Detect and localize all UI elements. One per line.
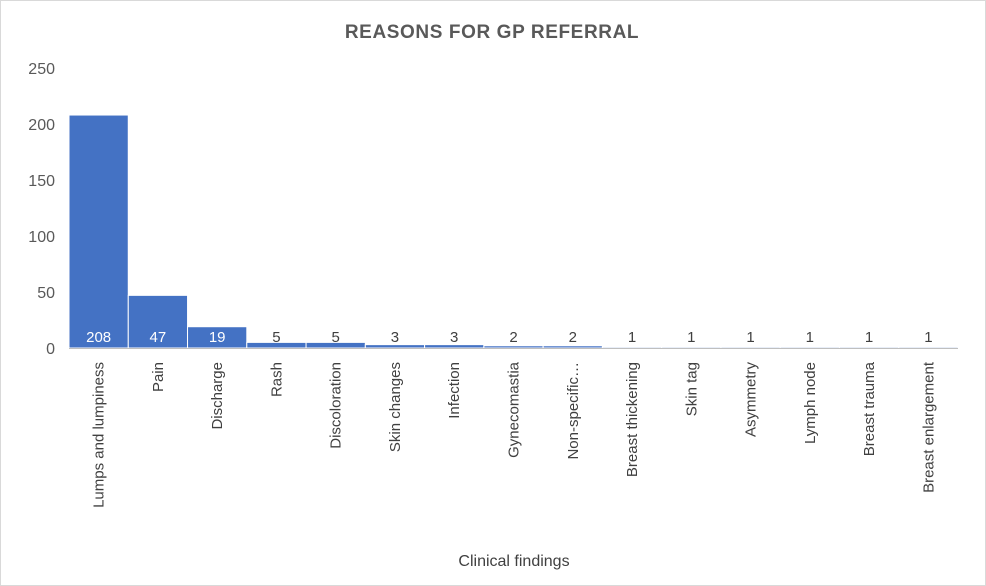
- x-tick-label: Rash: [268, 362, 285, 397]
- data-label: 19: [209, 329, 226, 346]
- y-tick-label: 150: [28, 173, 55, 190]
- x-tick-label: Gynecomastia: [506, 361, 523, 458]
- x-tick-label: Infection: [446, 362, 463, 419]
- x-tick-label: Skin tag: [683, 362, 700, 416]
- data-label: 47: [150, 329, 167, 346]
- x-tick-label: Non-specific…: [565, 362, 582, 460]
- x-tick-label: Breast enlargement: [920, 361, 937, 493]
- data-label: 1: [865, 329, 873, 346]
- bar: [898, 346, 959, 349]
- x-tick-label: Breast thickening: [624, 362, 641, 477]
- y-axis: 0 50 100 150 200 250: [28, 61, 55, 358]
- data-label: 3: [391, 329, 399, 346]
- x-tick-label: Asymmetry: [743, 362, 760, 438]
- data-label: 2: [509, 329, 517, 346]
- bar: [720, 346, 781, 349]
- bar: [838, 346, 900, 349]
- bar: [601, 346, 663, 349]
- y-tick-label: 0: [46, 341, 55, 358]
- x-tick-label: Pain: [150, 362, 167, 392]
- data-label: 1: [924, 329, 932, 346]
- data-label: 5: [272, 329, 280, 346]
- x-tick-label: Breast trauma: [861, 361, 878, 456]
- x-tick-label: Discoloration: [328, 362, 345, 449]
- data-label: 1: [687, 329, 695, 346]
- data-labels: 208 47 19 5 5 3 3 2 2 1 1 1 1 1 1: [86, 329, 932, 346]
- bar: [661, 346, 722, 349]
- bars: [68, 114, 959, 349]
- bar: [68, 114, 129, 349]
- bar: [779, 346, 840, 349]
- x-tick-label: Discharge: [209, 362, 226, 430]
- x-tick-label: Lymph node: [802, 362, 819, 444]
- y-tick-label: 100: [28, 229, 55, 246]
- data-label: 208: [86, 329, 111, 346]
- data-label: 1: [806, 329, 814, 346]
- x-axis: Lumps and lumpiness Pain Discharge Rash Disc…: [69, 348, 958, 508]
- bar: [542, 345, 603, 349]
- data-label: 5: [332, 329, 340, 346]
- data-label: 3: [450, 329, 458, 346]
- x-tick-label: Skin changes: [387, 362, 404, 452]
- y-tick-label: 250: [28, 61, 55, 78]
- bar: [483, 345, 544, 349]
- data-label: 1: [628, 329, 636, 346]
- data-label: 2: [569, 329, 577, 346]
- bar: [127, 294, 189, 349]
- x-axis-title: Clinical findings: [458, 553, 569, 570]
- data-label: 1: [746, 329, 754, 346]
- y-tick-label: 200: [28, 117, 55, 134]
- y-tick-label: 50: [37, 285, 55, 302]
- x-tick-label: Lumps and lumpiness: [91, 362, 108, 508]
- chart-title: REASONS FOR GP REFERRAL: [345, 22, 639, 43]
